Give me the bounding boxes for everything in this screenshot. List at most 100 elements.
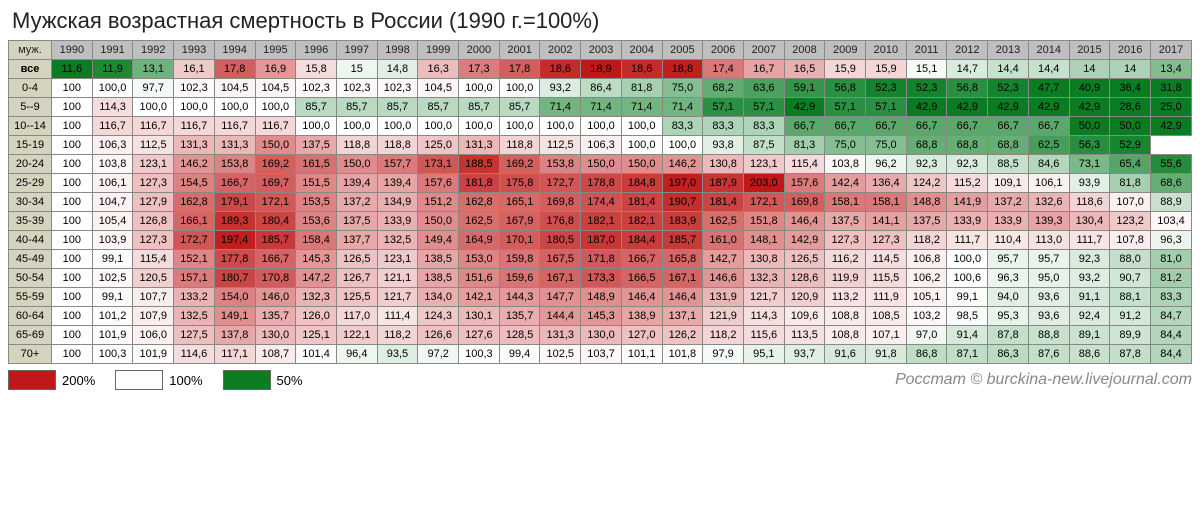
heatmap-cell: 50,0 xyxy=(1110,117,1151,136)
heatmap-cell: 108,7 xyxy=(255,345,296,364)
heatmap-cell: 103,7 xyxy=(581,345,622,364)
heatmap-table: муж.199019911992199319941995199619971998… xyxy=(8,40,1192,364)
heatmap-cell: 150,0 xyxy=(255,136,296,155)
heatmap-cell: 47,7 xyxy=(1028,79,1069,98)
heatmap-cell: 121,9 xyxy=(703,307,744,326)
heatmap-cell: 182,1 xyxy=(621,212,662,231)
heatmap-cell: 137,5 xyxy=(296,136,337,155)
heatmap-cell: 103,9 xyxy=(92,231,133,250)
heatmap-cell: 101,9 xyxy=(133,345,174,364)
heatmap-cell: 157,7 xyxy=(377,155,418,174)
heatmap-cell: 94,0 xyxy=(988,288,1029,307)
heatmap-cell: 18,6 xyxy=(540,60,581,79)
heatmap-cell: 87,5 xyxy=(743,136,784,155)
heatmap-cell: 107,8 xyxy=(1110,231,1151,250)
heatmap-cell: 11,6 xyxy=(52,60,93,79)
heatmap-cell: 120,5 xyxy=(133,269,174,288)
year-header: 2010 xyxy=(866,41,907,60)
heatmap-cell: 52,3 xyxy=(988,79,1029,98)
heatmap-cell: 116,2 xyxy=(825,250,866,269)
heatmap-cell: 134,9 xyxy=(377,193,418,212)
year-header: 2001 xyxy=(499,41,540,60)
heatmap-cell: 118,8 xyxy=(377,136,418,155)
heatmap-cell: 110,4 xyxy=(988,231,1029,250)
heatmap-cell: 100 xyxy=(52,231,93,250)
heatmap-cell: 16,3 xyxy=(418,60,459,79)
heatmap-cell: 85,7 xyxy=(499,98,540,117)
heatmap-cell: 137,1 xyxy=(662,307,703,326)
heatmap-cell: 103,4 xyxy=(1150,212,1191,231)
heatmap-cell: 109,6 xyxy=(784,307,825,326)
heatmap-cell: 100 xyxy=(52,345,93,364)
heatmap-cell: 66,7 xyxy=(784,117,825,136)
heatmap-cell: 84,7 xyxy=(1150,307,1191,326)
heatmap-cell: 89,9 xyxy=(1110,326,1151,345)
heatmap-cell: 131,3 xyxy=(459,136,500,155)
heatmap-cell: 86,4 xyxy=(581,79,622,98)
heatmap-cell: 52,3 xyxy=(906,79,947,98)
heatmap-cell: 114,6 xyxy=(174,345,215,364)
heatmap-cell: 146,2 xyxy=(174,155,215,174)
heatmap-cell: 31,8 xyxy=(1150,79,1191,98)
heatmap-cell: 102,3 xyxy=(336,79,377,98)
heatmap-cell: 89,1 xyxy=(1069,326,1110,345)
heatmap-cell: 153,8 xyxy=(540,155,581,174)
heatmap-cell: 13,1 xyxy=(133,60,174,79)
heatmap-cell: 71,4 xyxy=(540,98,581,117)
heatmap-cell: 116,7 xyxy=(214,117,255,136)
heatmap-cell: 100,0 xyxy=(255,98,296,117)
heatmap-cell: 189,3 xyxy=(214,212,255,231)
heatmap-cell: 100,0 xyxy=(499,79,540,98)
heatmap-cell: 137,7 xyxy=(336,231,377,250)
heatmap-cell: 100 xyxy=(52,288,93,307)
heatmap-cell: 124,2 xyxy=(906,174,947,193)
heatmap-cell: 42,9 xyxy=(1150,117,1191,136)
heatmap-cell: 147,7 xyxy=(540,288,581,307)
heatmap-cell: 100,0 xyxy=(214,98,255,117)
heatmap-cell: 125,5 xyxy=(336,288,377,307)
heatmap-cell: 127,5 xyxy=(174,326,215,345)
legend: 200%100%50% Росстат © burckina-new.livej… xyxy=(8,370,1192,390)
heatmap-cell: 188,5 xyxy=(459,155,500,174)
heatmap-cell: 128,6 xyxy=(784,269,825,288)
year-header: 1999 xyxy=(418,41,459,60)
heatmap-cell: 161,0 xyxy=(703,231,744,250)
heatmap-cell: 169,2 xyxy=(255,155,296,174)
heatmap-cell: 84,4 xyxy=(1150,345,1191,364)
heatmap-cell: 100,0 xyxy=(662,136,703,155)
heatmap-cell: 16,9 xyxy=(255,60,296,79)
heatmap-cell: 130,4 xyxy=(1069,212,1110,231)
heatmap-cell: 14,8 xyxy=(377,60,418,79)
year-header: 2012 xyxy=(947,41,988,60)
heatmap-cell: 59,1 xyxy=(784,79,825,98)
heatmap-cell: 83,3 xyxy=(1150,288,1191,307)
heatmap-cell: 100,3 xyxy=(92,345,133,364)
heatmap-cell: 42,9 xyxy=(988,98,1029,117)
heatmap-cell: 100,0 xyxy=(336,117,377,136)
heatmap-cell: 172,7 xyxy=(540,174,581,193)
year-header: 1995 xyxy=(255,41,296,60)
heatmap-cell: 121,7 xyxy=(743,288,784,307)
heatmap-cell: 66,7 xyxy=(825,117,866,136)
heatmap-cell: 172,7 xyxy=(174,231,215,250)
heatmap-cell: 57,1 xyxy=(703,98,744,117)
heatmap-cell: 97,2 xyxy=(418,345,459,364)
heatmap-cell: 14,4 xyxy=(1028,60,1069,79)
heatmap-cell: 66,7 xyxy=(1028,117,1069,136)
heatmap-cell: 75,0 xyxy=(866,136,907,155)
heatmap-cell: 184,4 xyxy=(621,231,662,250)
heatmap-cell: 146,2 xyxy=(662,155,703,174)
heatmap-cell: 118,8 xyxy=(336,136,377,155)
heatmap-cell: 114,5 xyxy=(866,250,907,269)
heatmap-cell: 93,6 xyxy=(1028,307,1069,326)
heatmap-cell: 96,4 xyxy=(336,345,377,364)
heatmap-cell: 111,7 xyxy=(947,231,988,250)
heatmap-cell: 151,6 xyxy=(459,269,500,288)
heatmap-cell: 169,8 xyxy=(540,193,581,212)
heatmap-cell: 91,4 xyxy=(947,326,988,345)
heatmap-cell: 97,0 xyxy=(906,326,947,345)
heatmap-cell: 81,3 xyxy=(784,136,825,155)
heatmap-cell: 13,4 xyxy=(1150,60,1191,79)
heatmap-cell: 137,2 xyxy=(336,193,377,212)
heatmap-cell: 16,7 xyxy=(743,60,784,79)
